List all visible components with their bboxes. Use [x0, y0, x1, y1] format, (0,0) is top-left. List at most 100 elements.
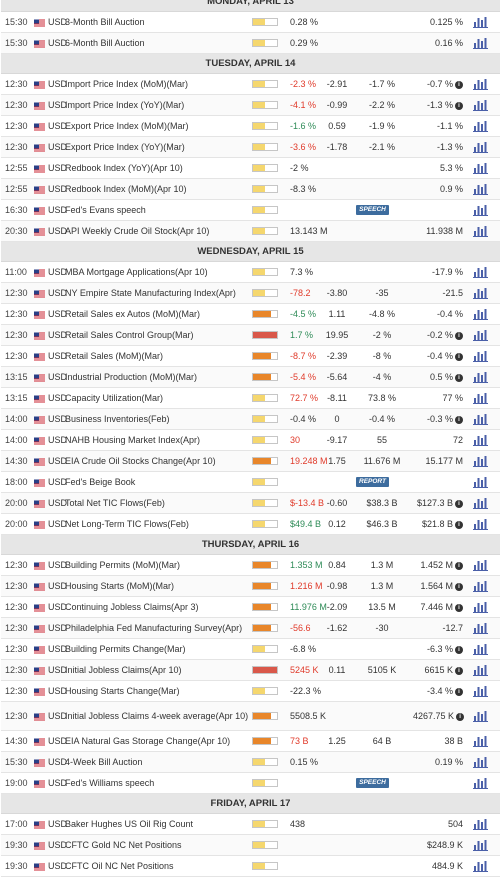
- event-name[interactable]: Total Net TIC Flows(Feb): [65, 498, 165, 508]
- event-row[interactable]: 12:30 USD Initial Jobless Claims(Apr 10) 52…: [1, 660, 500, 681]
- event-name[interactable]: Continuing Jobless Claims(Apr 3): [65, 602, 199, 612]
- event-name[interactable]: Redbook Index (MoM)(Apr 10): [65, 184, 187, 194]
- bar-chart-icon[interactable]: [473, 777, 488, 789]
- bar-chart-icon[interactable]: [473, 580, 488, 592]
- bar-chart-icon[interactable]: [473, 266, 488, 278]
- bar-chart-icon[interactable]: [473, 392, 488, 404]
- bar-chart-icon[interactable]: [473, 643, 488, 655]
- bar-chart-icon[interactable]: [473, 16, 488, 28]
- event-name[interactable]: Business Inventories(Feb): [65, 414, 170, 424]
- info-icon[interactable]: i: [455, 352, 463, 361]
- bar-chart-icon[interactable]: [473, 37, 488, 49]
- bar-chart-icon[interactable]: [473, 685, 488, 697]
- info-icon[interactable]: i: [455, 582, 463, 591]
- bar-chart-icon[interactable]: [473, 413, 488, 425]
- info-icon[interactable]: i: [455, 666, 463, 675]
- event-name[interactable]: Net Long-Term TIC Flows(Feb): [65, 519, 189, 529]
- bar-chart-icon[interactable]: [473, 308, 488, 320]
- event-row[interactable]: 17:00 USD Baker Hughes US Oil Rig Count 438…: [1, 814, 500, 835]
- info-icon[interactable]: i: [455, 499, 463, 508]
- event-name[interactable]: Philadelphia Fed Manufacturing Survey(Ap…: [65, 623, 243, 633]
- bar-chart-icon[interactable]: [473, 476, 488, 488]
- event-name[interactable]: EIA Natural Gas Storage Change(Apr 10): [65, 736, 231, 746]
- event-row[interactable]: 14:00 USD Business Inventories(Feb) -0.4 % 0…: [1, 409, 500, 430]
- event-name[interactable]: Export Price Index (MoM)(Mar): [65, 121, 189, 131]
- event-row[interactable]: 12:30 USD Retail Sales ex Autos (MoM)(Mar)…: [1, 304, 500, 325]
- event-row[interactable]: 19:00 USD Fed's Williams speech SPEECH: [1, 773, 500, 794]
- event-name[interactable]: NY Empire State Manufacturing Index(Apr): [65, 288, 236, 298]
- event-name[interactable]: Initial Jobless Claims 4-week average(Ap…: [65, 711, 249, 721]
- event-row[interactable]: 12:30 USD NY Empire State Manufacturing In…: [1, 283, 500, 304]
- info-icon[interactable]: i: [455, 561, 463, 570]
- event-name[interactable]: Redbook Index (YoY)(Apr 10): [65, 163, 183, 173]
- bar-chart-icon[interactable]: [473, 518, 488, 530]
- event-name[interactable]: Retail Sales (MoM)(Mar): [65, 351, 164, 361]
- bar-chart-icon[interactable]: [473, 434, 488, 446]
- event-row[interactable]: 20:00 USD Total Net TIC Flows(Feb) $-13.4 B…: [1, 493, 500, 514]
- event-name[interactable]: Industrial Production (MoM)(Mar): [65, 372, 198, 382]
- bar-chart-icon[interactable]: [473, 601, 488, 613]
- event-row[interactable]: 16:30 USD Fed's Evans speech SPEECH: [1, 200, 500, 221]
- bar-chart-icon[interactable]: [473, 120, 488, 132]
- bar-chart-icon[interactable]: [473, 664, 488, 676]
- bar-chart-icon[interactable]: [473, 99, 488, 111]
- event-name[interactable]: 6-Month Bill Auction: [65, 38, 145, 48]
- event-row[interactable]: 15:30 USD 3-Month Bill Auction 0.28 % 0.125 …: [1, 12, 500, 33]
- bar-chart-icon[interactable]: [473, 455, 488, 467]
- info-icon[interactable]: i: [455, 80, 463, 89]
- bar-chart-icon[interactable]: [473, 141, 488, 153]
- event-name[interactable]: Retail Sales Control Group(Mar): [65, 330, 194, 340]
- event-row[interactable]: 12:30 USD Initial Jobless Claims 4-week av…: [1, 702, 500, 731]
- event-name[interactable]: NAHB Housing Market Index(Apr): [65, 435, 201, 445]
- event-name[interactable]: Import Price Index (MoM)(Mar): [65, 79, 189, 89]
- event-row[interactable]: 12:30 USD Housing Starts Change(Mar) -22.3 …: [1, 681, 500, 702]
- bar-chart-icon[interactable]: [473, 839, 488, 851]
- event-row[interactable]: 20:30 USD API Weekly Crude Oil Stock(Apr 1…: [1, 221, 500, 242]
- event-row[interactable]: 12:30 USD Retail Sales (MoM)(Mar) -8.7 % -2.…: [1, 346, 500, 367]
- bar-chart-icon[interactable]: [473, 860, 488, 872]
- event-name[interactable]: Import Price Index (YoY)(Mar): [65, 100, 185, 110]
- bar-chart-icon[interactable]: [473, 287, 488, 299]
- event-name[interactable]: Fed's Evans speech: [65, 205, 146, 215]
- bar-chart-icon[interactable]: [473, 204, 488, 216]
- event-row[interactable]: 12:30 USD Export Price Index (MoM)(Mar) -1.…: [1, 116, 500, 137]
- event-name[interactable]: Building Permits Change(Mar): [65, 644, 186, 654]
- bar-chart-icon[interactable]: [473, 225, 488, 237]
- event-row[interactable]: 12:30 USD Philadelphia Fed Manufacturing S…: [1, 618, 500, 639]
- event-row[interactable]: 12:55 USD Redbook Index (YoY)(Apr 10) -2 % 5…: [1, 158, 500, 179]
- event-row[interactable]: 12:30 USD Export Price Index (YoY)(Mar) -3.…: [1, 137, 500, 158]
- bar-chart-icon[interactable]: [473, 371, 488, 383]
- bar-chart-icon[interactable]: [473, 735, 488, 747]
- bar-chart-icon[interactable]: [473, 78, 488, 90]
- event-name[interactable]: EIA Crude Oil Stocks Change(Apr 10): [65, 456, 216, 466]
- event-row[interactable]: 14:30 USD EIA Crude Oil Stocks Change(Apr …: [1, 451, 500, 472]
- info-icon[interactable]: i: [455, 687, 463, 696]
- event-name[interactable]: Baker Hughes US Oil Rig Count: [65, 819, 194, 829]
- event-row[interactable]: 15:30 USD 4-Week Bill Auction 0.15 % 0.19 %: [1, 752, 500, 773]
- info-icon[interactable]: i: [455, 415, 463, 424]
- event-row[interactable]: 19:30 USD CFTC Gold NC Net Positions $248.9…: [1, 835, 500, 856]
- event-row[interactable]: 12:30 USD Housing Starts (MoM)(Mar) 1.216 M…: [1, 576, 500, 597]
- event-name[interactable]: API Weekly Crude Oil Stock(Apr 10): [65, 226, 210, 236]
- event-name[interactable]: Export Price Index (YoY)(Mar): [65, 142, 185, 152]
- bar-chart-icon[interactable]: [473, 559, 488, 571]
- bar-chart-icon[interactable]: [473, 710, 488, 722]
- event-name[interactable]: Retail Sales ex Autos (MoM)(Mar): [65, 309, 201, 319]
- info-icon[interactable]: i: [455, 645, 463, 654]
- info-icon[interactable]: i: [455, 101, 463, 110]
- event-row[interactable]: 12:30 USD Import Price Index (MoM)(Mar) -2.…: [1, 74, 500, 95]
- info-icon[interactable]: i: [455, 331, 463, 340]
- event-name[interactable]: 4-Week Bill Auction: [65, 757, 143, 767]
- event-row[interactable]: 14:30 USD EIA Natural Gas Storage Change(A…: [1, 731, 500, 752]
- event-row[interactable]: 12:30 USD Building Permits (MoM)(Mar) 1.353…: [1, 555, 500, 576]
- event-name[interactable]: Fed's Williams speech: [65, 778, 155, 788]
- bar-chart-icon[interactable]: [473, 183, 488, 195]
- bar-chart-icon[interactable]: [473, 497, 488, 509]
- event-name[interactable]: CFTC Gold NC Net Positions: [65, 840, 182, 850]
- event-row[interactable]: 20:00 USD Net Long-Term TIC Flows(Feb) $49.…: [1, 514, 500, 535]
- event-row[interactable]: 13:15 USD Industrial Production (MoM)(Mar)…: [1, 367, 500, 388]
- event-row[interactable]: 12:55 USD Redbook Index (MoM)(Apr 10) -8.3 …: [1, 179, 500, 200]
- event-name[interactable]: Housing Starts (MoM)(Mar): [65, 581, 175, 591]
- info-icon[interactable]: i: [455, 603, 463, 612]
- event-name[interactable]: 3-Month Bill Auction: [65, 17, 145, 27]
